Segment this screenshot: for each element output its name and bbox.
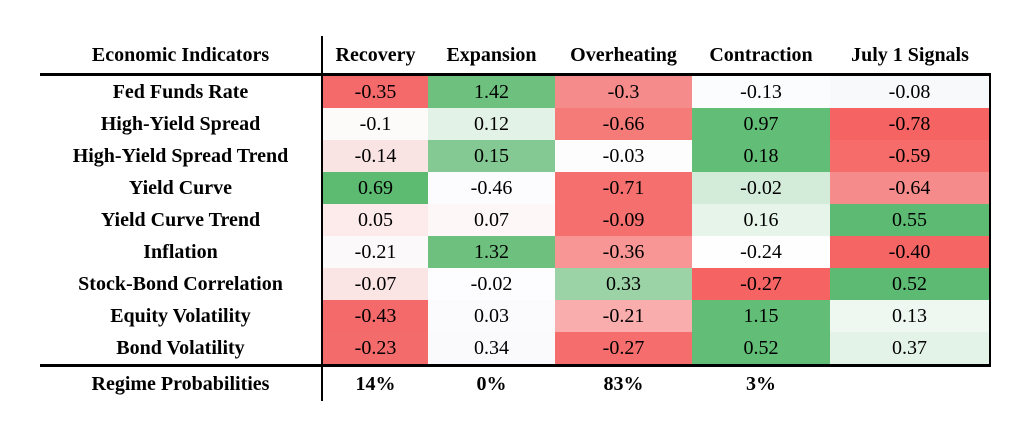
row-label-equity-volatility: Equity Volatility xyxy=(40,300,322,332)
heat-cell-high-yield-spread-overheating: -0.66 xyxy=(555,108,692,140)
heat-cell-yield-curve-trend-contraction: 0.16 xyxy=(692,204,830,236)
heat-cell-high-yield-spread-july-1-signals: -0.78 xyxy=(830,108,991,140)
heat-cell-equity-volatility-contraction: 1.15 xyxy=(692,300,830,332)
heat-cell-stock-bond-correlation-overheating: 0.33 xyxy=(555,268,692,300)
column-header-recovery: Recovery xyxy=(321,36,428,76)
indicator-row-high-yield-spread: High-Yield Spread -0.1 0.12 -0.66 0.97 -0.78 xyxy=(40,108,991,140)
indicator-row-equity-volatility: Equity Volatility -0.43 0.03 -0.21 1.15 0.13 xyxy=(40,300,991,332)
heat-cell-fed-funds-rate-expansion: 1.42 xyxy=(428,74,555,108)
column-header-contraction: Contraction xyxy=(692,36,830,76)
row-label-inflation: Inflation xyxy=(40,236,322,268)
heat-cell-yield-curve-expansion: -0.46 xyxy=(428,172,555,204)
row-label-bond-volatility: Bond Volatility xyxy=(40,332,322,367)
heat-cell-high-yield-spread-trend-expansion: 0.15 xyxy=(428,140,555,172)
row-label-yield-curve-trend: Yield Curve Trend xyxy=(40,204,322,236)
heat-cell-high-yield-spread-trend-overheating: -0.03 xyxy=(555,140,692,172)
heat-cell-high-yield-spread-trend-july-1-signals: -0.59 xyxy=(830,140,991,172)
row-label-fed-funds-rate: Fed Funds Rate xyxy=(40,74,322,108)
heat-cell-high-yield-spread-contraction: 0.97 xyxy=(692,108,830,140)
row-label-yield-curve: Yield Curve xyxy=(40,172,322,204)
regime-probability-contraction: 3% xyxy=(692,365,830,401)
heat-cell-bond-volatility-expansion: 0.34 xyxy=(428,332,555,367)
regime-probability-overheating: 83% xyxy=(555,365,692,401)
heat-cell-stock-bond-correlation-contraction: -0.27 xyxy=(692,268,830,300)
heat-cell-yield-curve-trend-overheating: -0.09 xyxy=(555,204,692,236)
heat-cell-high-yield-spread-expansion: 0.12 xyxy=(428,108,555,140)
regime-probability-recovery: 14% xyxy=(321,365,428,401)
footer-label-regime-probabilities: Regime Probabilities xyxy=(40,365,322,401)
row-label-high-yield-spread-trend: High-Yield Spread Trend xyxy=(40,140,322,172)
heat-cell-yield-curve-overheating: -0.71 xyxy=(555,172,692,204)
column-header-overheating: Overheating xyxy=(555,36,692,76)
indicator-row-yield-curve-trend: Yield Curve Trend 0.05 0.07 -0.09 0.16 0.55 xyxy=(40,204,991,236)
heat-cell-high-yield-spread-trend-contraction: 0.18 xyxy=(692,140,830,172)
heat-cell-fed-funds-rate-overheating: -0.3 xyxy=(555,74,692,108)
column-header-economic-indicators: Economic Indicators xyxy=(40,36,322,76)
heat-cell-bond-volatility-overheating: -0.27 xyxy=(555,332,692,367)
heat-cell-equity-volatility-recovery: -0.43 xyxy=(321,300,428,332)
heat-cell-yield-curve-recovery: 0.69 xyxy=(321,172,428,204)
indicator-row-yield-curve: Yield Curve 0.69 -0.46 -0.71 -0.02 -0.64 xyxy=(40,172,991,204)
heat-cell-high-yield-spread-recovery: -0.1 xyxy=(321,108,428,140)
indicator-row-high-yield-spread-trend: High-Yield Spread Trend -0.14 0.15 -0.03 0.1… xyxy=(40,140,991,172)
heat-cell-inflation-july-1-signals: -0.40 xyxy=(830,236,991,268)
heat-cell-fed-funds-rate-contraction: -0.13 xyxy=(692,74,830,108)
heat-cell-equity-volatility-expansion: 0.03 xyxy=(428,300,555,332)
heat-cell-stock-bond-correlation-july-1-signals: 0.52 xyxy=(830,268,991,300)
column-header-july-1-signals: July 1 Signals xyxy=(830,36,990,76)
regime-probability-july-1-signals xyxy=(830,365,990,401)
row-label-high-yield-spread: High-Yield Spread xyxy=(40,108,322,140)
heat-cell-bond-volatility-recovery: -0.23 xyxy=(321,332,428,367)
heat-cell-bond-volatility-july-1-signals: 0.37 xyxy=(830,332,991,367)
indicator-row-fed-funds-rate: Fed Funds Rate -0.35 1.42 -0.3 -0.13 -0.08 xyxy=(40,74,991,108)
heat-cell-inflation-recovery: -0.21 xyxy=(321,236,428,268)
heat-cell-equity-volatility-overheating: -0.21 xyxy=(555,300,692,332)
regime-probability-expansion: 0% xyxy=(428,365,555,401)
heat-cell-yield-curve-trend-expansion: 0.07 xyxy=(428,204,555,236)
heat-cell-high-yield-spread-trend-recovery: -0.14 xyxy=(321,140,428,172)
regime-heatmap-table: Economic Indicators Recovery Expansion Ove… xyxy=(40,36,991,401)
heat-cell-stock-bond-correlation-expansion: -0.02 xyxy=(428,268,555,300)
heat-cell-stock-bond-correlation-recovery: -0.07 xyxy=(321,268,428,300)
heat-cell-fed-funds-rate-recovery: -0.35 xyxy=(321,74,428,108)
header-row: Economic Indicators Recovery Expansion Ove… xyxy=(40,36,990,76)
heat-cell-fed-funds-rate-july-1-signals: -0.08 xyxy=(830,74,991,108)
footer-row: Regime Probabilities 14% 0% 83% 3% xyxy=(40,365,990,401)
indicator-row-stock-bond-correlation: Stock-Bond Correlation -0.07 -0.02 0.33 -0.2… xyxy=(40,268,991,300)
indicator-row-bond-volatility: Bond Volatility -0.23 0.34 -0.27 0.52 0.37 xyxy=(40,332,991,367)
heat-cell-inflation-expansion: 1.32 xyxy=(428,236,555,268)
heat-cell-bond-volatility-contraction: 0.52 xyxy=(692,332,830,367)
heat-cell-yield-curve-july-1-signals: -0.64 xyxy=(830,172,991,204)
row-label-stock-bond-correlation: Stock-Bond Correlation xyxy=(40,268,322,300)
heat-cell-yield-curve-trend-recovery: 0.05 xyxy=(321,204,428,236)
heat-cell-yield-curve-trend-july-1-signals: 0.55 xyxy=(830,204,991,236)
heat-cell-equity-volatility-july-1-signals: 0.13 xyxy=(830,300,991,332)
heat-cell-inflation-contraction: -0.24 xyxy=(692,236,830,268)
indicator-row-inflation: Inflation -0.21 1.32 -0.36 -0.24 -0.40 xyxy=(40,236,991,268)
heat-cell-yield-curve-contraction: -0.02 xyxy=(692,172,830,204)
column-header-expansion: Expansion xyxy=(428,36,555,76)
heat-cell-inflation-overheating: -0.36 xyxy=(555,236,692,268)
